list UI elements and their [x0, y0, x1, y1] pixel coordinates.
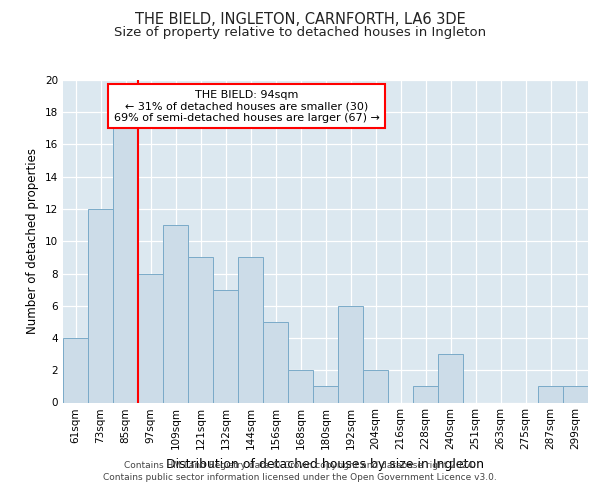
Bar [263, 322, 288, 402]
X-axis label: Distribution of detached houses by size in Ingleton: Distribution of detached houses by size … [167, 458, 485, 471]
Text: THE BIELD: 94sqm
← 31% of detached houses are smaller (30)
69% of semi-detached : THE BIELD: 94sqm ← 31% of detached house… [114, 90, 380, 123]
Bar [338, 306, 363, 402]
Bar [88, 209, 113, 402]
Text: Contains public sector information licensed under the Open Government Licence v3: Contains public sector information licen… [103, 473, 497, 482]
Bar [188, 258, 213, 402]
Bar [213, 290, 238, 403]
Text: THE BIELD, INGLETON, CARNFORTH, LA6 3DE: THE BIELD, INGLETON, CARNFORTH, LA6 3DE [134, 12, 466, 28]
Bar [413, 386, 438, 402]
Y-axis label: Number of detached properties: Number of detached properties [26, 148, 40, 334]
Bar [363, 370, 388, 402]
Text: Contains HM Land Registry data © Crown copyright and database right 2024.: Contains HM Land Registry data © Crown c… [124, 462, 476, 470]
Bar [138, 274, 163, 402]
Bar [288, 370, 313, 402]
Bar [63, 338, 88, 402]
Bar [538, 386, 563, 402]
Bar [113, 128, 138, 402]
Bar [238, 258, 263, 402]
Bar [163, 225, 188, 402]
Text: Size of property relative to detached houses in Ingleton: Size of property relative to detached ho… [114, 26, 486, 39]
Bar [313, 386, 338, 402]
Bar [438, 354, 463, 403]
Bar [563, 386, 588, 402]
